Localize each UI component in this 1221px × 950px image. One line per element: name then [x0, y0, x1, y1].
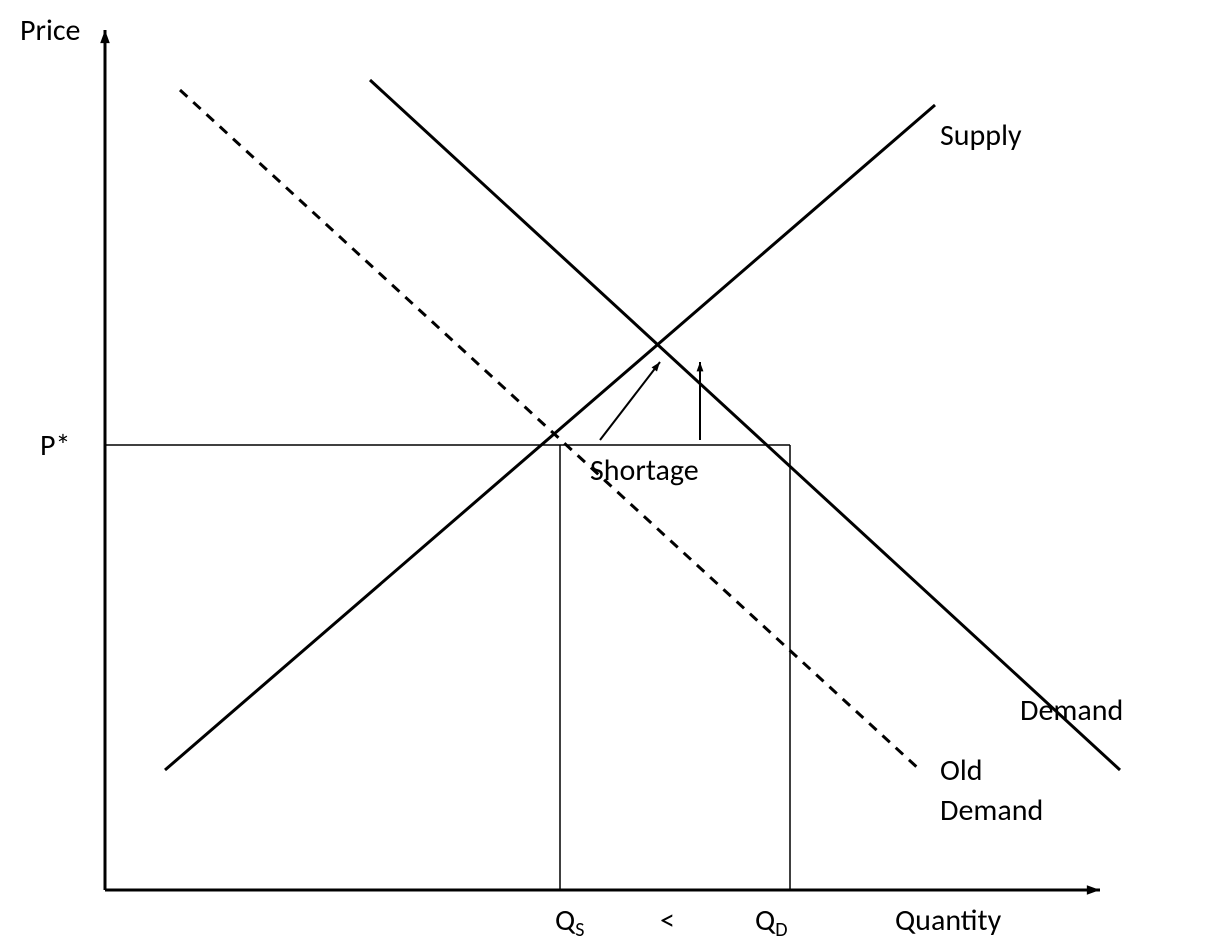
chart-svg: PriceQuantityP*<SupplyDemandOldDemandSho…	[0, 0, 1221, 950]
supply-label: Supply	[940, 117, 1022, 154]
old-demand-curve	[180, 90, 920, 770]
old-demand-label-1: Old	[940, 752, 983, 789]
supply-curve	[165, 105, 935, 770]
shortage-label: Shortage	[590, 452, 699, 489]
y-axis-label: Price	[20, 12, 80, 49]
qs-label: QS	[555, 902, 584, 942]
old-demand-label-2: Demand	[940, 792, 1043, 829]
qd-label: QD	[755, 902, 788, 942]
x-axis-label: Quantity	[895, 902, 1002, 939]
shortage-left-arrow	[600, 362, 660, 440]
less-than-label: <	[660, 902, 675, 939]
p-star-label: P*	[40, 427, 70, 464]
demand-curve	[370, 80, 1120, 770]
supply-demand-chart: PriceQuantityP*<SupplyDemandOldDemandSho…	[0, 0, 1221, 950]
demand-label: Demand	[1020, 692, 1123, 729]
